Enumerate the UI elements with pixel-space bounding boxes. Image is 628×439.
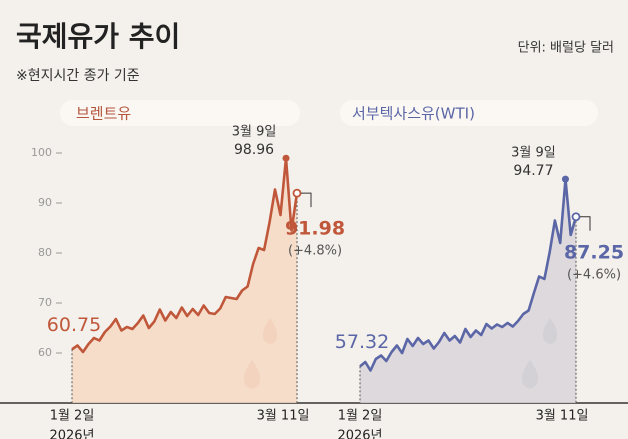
x-tick-label: 3월 11일 [257, 409, 310, 424]
line [359, 177, 578, 372]
title: 국제유가 추이 [16, 20, 180, 53]
chart-title: 브렌트유 [76, 105, 131, 123]
y-tick-label: 100 [31, 146, 52, 159]
y-tick-label: 90 [38, 196, 52, 209]
end-value: 91.98 [285, 218, 345, 240]
x-sublabel: 2026년 [337, 429, 382, 439]
end-marker [571, 212, 581, 222]
panel-header [340, 100, 598, 126]
x-tick-label: 1월 2일 [338, 409, 383, 424]
peak-value: 94.77 [513, 163, 553, 179]
y-tick-label: 70 [38, 296, 52, 309]
peak-date: 3월 9일 [232, 125, 277, 140]
panel-header [60, 100, 300, 126]
x-tick-label: 1월 2일 [50, 409, 95, 424]
peak-marker [282, 154, 290, 162]
end-value: 87.25 [564, 241, 624, 263]
peak-value: 98.96 [234, 142, 274, 158]
chart-title: 서부텍사스유(WTI) [352, 105, 475, 123]
area [72, 158, 297, 403]
callout-bracket [301, 192, 312, 208]
peak-marker [561, 175, 569, 183]
end-marker [292, 188, 302, 198]
change-label: (+4.6%) [567, 267, 621, 282]
x-sublabel: 2026년 [49, 429, 94, 439]
start-value: 57.32 [335, 331, 389, 353]
unit: 단위: 배럴당 달러 [518, 41, 614, 56]
line [71, 156, 299, 354]
y-tick-label: 60 [38, 346, 52, 359]
x-tick-label: 3월 11일 [536, 409, 589, 424]
y-tick-label: 80 [38, 246, 52, 259]
start-value: 60.75 [47, 314, 101, 336]
callout-bracket [580, 216, 591, 231]
area [360, 179, 576, 403]
change-label: (+4.8%) [288, 244, 342, 259]
subtitle: ※현지시간 종가 기준 [16, 68, 140, 84]
peak-date: 3월 9일 [511, 146, 556, 161]
